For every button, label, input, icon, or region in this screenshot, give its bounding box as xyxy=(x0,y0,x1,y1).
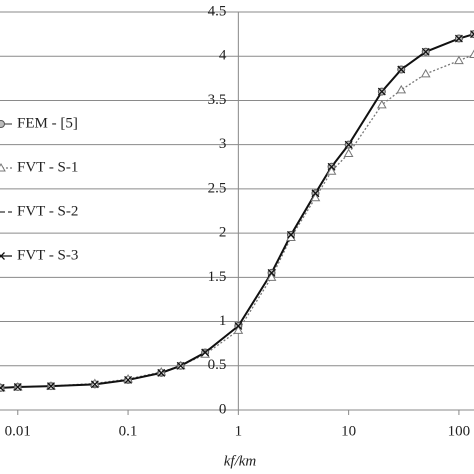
marker xyxy=(326,166,337,175)
y-tick-label: 4.5 xyxy=(208,3,227,19)
marker xyxy=(13,383,22,391)
marker xyxy=(421,47,430,56)
marker xyxy=(234,322,243,330)
marker xyxy=(396,84,407,94)
marker xyxy=(310,192,321,202)
marker xyxy=(397,65,406,74)
x-tick-label: 0.01 xyxy=(5,423,31,439)
marker xyxy=(157,368,166,377)
legend-label: FVT - S-1 xyxy=(17,159,78,175)
marker xyxy=(470,30,474,39)
y-tick-label: 1.5 xyxy=(208,269,227,285)
marker xyxy=(90,380,99,389)
marker xyxy=(124,375,133,384)
legend-label: FVT - S-2 xyxy=(17,203,78,219)
marker xyxy=(267,268,276,277)
x-tick-label: 100 xyxy=(448,423,471,439)
marker xyxy=(0,120,5,128)
legend-label: FEM - [5] xyxy=(17,115,78,131)
marker xyxy=(0,252,5,260)
marker xyxy=(0,383,5,392)
marker xyxy=(311,189,320,198)
y-tick-label: 1 xyxy=(219,313,227,329)
x-axis-label: kf/km xyxy=(224,453,257,469)
marker xyxy=(0,162,6,172)
marker xyxy=(454,34,463,43)
marker xyxy=(469,49,474,58)
marker xyxy=(176,361,185,370)
marker xyxy=(377,87,386,96)
marker xyxy=(233,325,244,334)
marker xyxy=(376,99,387,109)
marker xyxy=(287,230,295,239)
marker xyxy=(266,272,277,281)
marker xyxy=(201,348,210,357)
y-tick-label: 3.5 xyxy=(208,92,227,108)
marker xyxy=(343,148,354,158)
marker xyxy=(47,382,55,391)
marker xyxy=(344,140,353,149)
y-tick-label: 0.5 xyxy=(208,357,227,373)
x-tick-label: 10 xyxy=(341,423,356,439)
x-tick-label: 1 xyxy=(235,423,243,439)
series-line xyxy=(0,53,474,389)
y-tick-label: 3 xyxy=(219,136,227,152)
y-tick-label: 2.5 xyxy=(208,180,227,196)
y-tick-label: 2 xyxy=(219,225,227,241)
y-tick-label: 0 xyxy=(219,401,227,417)
x-tick-label: 0.1 xyxy=(119,423,138,439)
y-tick-label: 4 xyxy=(219,48,227,64)
marker xyxy=(454,55,464,65)
marker xyxy=(327,162,336,171)
marker xyxy=(420,68,431,78)
legend-label: FVT - S-3 xyxy=(17,247,78,263)
